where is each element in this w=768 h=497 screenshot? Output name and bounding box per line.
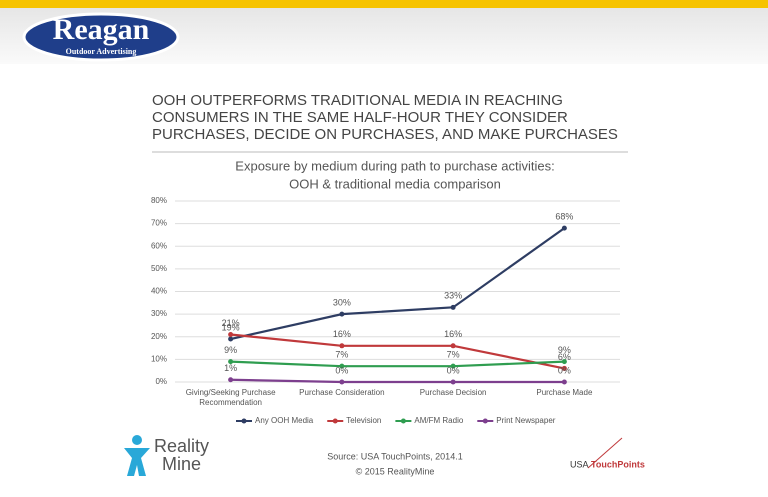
value-label: 9% bbox=[558, 345, 571, 355]
value-label: 0% bbox=[447, 365, 460, 375]
logo-icon bbox=[124, 448, 150, 476]
y-tick-label: 20% bbox=[151, 332, 167, 341]
point bbox=[561, 365, 567, 371]
copyright: © 2015 RealityMine bbox=[356, 466, 435, 476]
heading: PURCHASES, DECIDE ON PURCHASES, AND MAKE… bbox=[152, 126, 618, 143]
point bbox=[228, 336, 234, 342]
legend-swatch bbox=[241, 418, 247, 424]
y-tick-label: 80% bbox=[151, 196, 167, 205]
point bbox=[228, 359, 234, 365]
value-label: 19% bbox=[222, 322, 240, 332]
point bbox=[228, 331, 234, 337]
value-label: 9% bbox=[224, 345, 237, 355]
value-label: 33% bbox=[444, 291, 462, 301]
chart-title: Exposure by medium during path to purcha… bbox=[235, 158, 554, 173]
series-line bbox=[230, 333, 565, 370]
y-tick-label: 0% bbox=[155, 377, 167, 386]
legend-label: Television bbox=[346, 416, 381, 425]
x-tick-label: Giving/Seeking Purchase Recommendation bbox=[185, 388, 276, 407]
point bbox=[450, 363, 456, 369]
value-label: 0% bbox=[335, 365, 348, 375]
value-label: 7% bbox=[335, 350, 348, 360]
series-line bbox=[230, 360, 565, 368]
y-tick-label: 70% bbox=[151, 219, 167, 228]
logo-stroke bbox=[587, 437, 623, 469]
point bbox=[561, 359, 567, 365]
value-label: 16% bbox=[444, 329, 462, 339]
point bbox=[339, 343, 345, 349]
legend-label: Any OOH Media bbox=[255, 416, 314, 425]
y-tick-label: 40% bbox=[151, 287, 167, 296]
legend-swatch bbox=[400, 418, 406, 424]
logo-oval bbox=[22, 12, 180, 62]
point bbox=[450, 379, 456, 385]
point bbox=[450, 343, 456, 349]
legend-label: Print Newspaper bbox=[496, 416, 555, 425]
legend-label: AM/FM Radio bbox=[414, 416, 463, 425]
value-label: 1% bbox=[224, 363, 237, 373]
point bbox=[339, 363, 345, 369]
heading: OOH OUTPERFORMS TRADITIONAL MEDIA IN REA… bbox=[152, 92, 563, 109]
y-tick-label: 50% bbox=[151, 264, 167, 273]
value-label: 7% bbox=[447, 350, 460, 360]
y-tick-label: 10% bbox=[151, 354, 167, 363]
top-bar bbox=[0, 0, 768, 8]
value-label: 16% bbox=[333, 329, 351, 339]
x-tick-label: Purchase Decision bbox=[419, 388, 487, 397]
series-line bbox=[230, 227, 566, 341]
point bbox=[561, 225, 567, 231]
y-tick-label: 60% bbox=[151, 241, 167, 250]
series-line bbox=[230, 378, 565, 384]
value-label: 21% bbox=[222, 318, 240, 328]
source: Source: USA TouchPoints, 2014.1 bbox=[327, 451, 462, 461]
x-tick-label: Purchase Made bbox=[536, 388, 593, 397]
y-tick-label: 30% bbox=[151, 309, 167, 318]
logo: Reagan bbox=[53, 13, 150, 46]
point bbox=[450, 304, 456, 310]
logo-icon bbox=[132, 435, 142, 445]
point bbox=[228, 377, 234, 383]
value-label: 0% bbox=[558, 365, 571, 375]
heading: CONSUMERS IN THE SAME HALF-HOUR THEY CON… bbox=[152, 109, 568, 126]
brand-left: Reality bbox=[154, 436, 209, 456]
legend-swatch bbox=[482, 418, 488, 424]
brand-left: Mine bbox=[162, 454, 201, 474]
brand-right: USA bbox=[570, 459, 589, 469]
logo-sub: Outdoor Advertising bbox=[66, 47, 137, 56]
point bbox=[339, 379, 345, 385]
value-label: 68% bbox=[555, 212, 573, 222]
reality-mine-logo: Reality Mine bbox=[124, 435, 209, 476]
brand-right: TouchPoints bbox=[591, 459, 645, 469]
point bbox=[561, 379, 567, 385]
x-tick-label: Purchase Consideration bbox=[299, 388, 385, 397]
value-label: 30% bbox=[333, 298, 351, 308]
point bbox=[339, 311, 345, 317]
legend-swatch bbox=[332, 418, 338, 424]
value-label: 6% bbox=[558, 352, 571, 362]
chart-subtitle: OOH & traditional media comparison bbox=[289, 176, 501, 191]
